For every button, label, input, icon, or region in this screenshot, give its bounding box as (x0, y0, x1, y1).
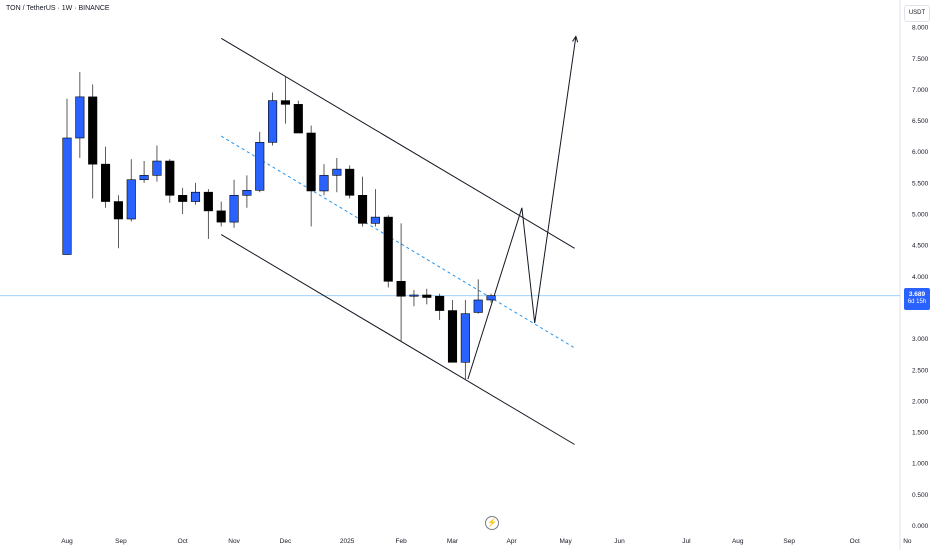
x-tick-label: Nov (228, 538, 240, 545)
x-tick-label: Oct (850, 538, 860, 545)
y-tick-label: 5.000 (912, 212, 929, 219)
candle-body[interactable] (422, 294, 432, 298)
y-tick-label: 7.500 (912, 56, 929, 63)
candle-body[interactable] (268, 100, 278, 143)
candle-body[interactable] (357, 195, 368, 224)
y-tick-label: 3.000 (912, 336, 929, 343)
candle-body[interactable] (345, 168, 355, 196)
x-tick-label: Feb (395, 538, 407, 545)
candle-body[interactable] (370, 216, 380, 224)
candle-body[interactable] (409, 294, 419, 297)
candle-body[interactable] (255, 142, 265, 191)
x-tick-label: Jun (614, 538, 625, 545)
y-tick-label: 7.000 (912, 87, 929, 94)
projection-arrowhead (572, 35, 579, 43)
x-tick-label: Oct (178, 538, 188, 545)
candle-body[interactable] (139, 175, 149, 181)
candle-body[interactable] (319, 175, 329, 192)
candle-body[interactable] (216, 210, 226, 223)
candle-body[interactable] (88, 96, 98, 165)
x-tick-label: Aug (61, 538, 73, 545)
candle-body[interactable] (126, 179, 136, 220)
candle-body[interactable] (242, 190, 252, 196)
y-tick-label: 1.500 (912, 430, 929, 437)
x-tick-label: Sep (115, 538, 127, 545)
last-price-tag: 3.689 6d 15h (904, 288, 930, 310)
y-tick-label: 1.000 (912, 461, 929, 468)
candle-body[interactable] (447, 310, 458, 363)
candle-body[interactable] (473, 299, 483, 313)
x-tick-label: Aug (732, 538, 744, 545)
x-tick-label: No (903, 538, 912, 545)
candle-body[interactable] (280, 100, 291, 105)
candle-body[interactable] (293, 104, 303, 134)
y-tick-label: 8.000 (912, 25, 929, 32)
candle-body[interactable] (396, 280, 406, 297)
x-tick-label: May (559, 538, 572, 545)
last-price-value: 3.689 (908, 291, 926, 298)
y-tick-label: 0.000 (912, 523, 929, 530)
y-tick-label: 2.500 (912, 367, 929, 374)
x-tick-label: Mar (447, 538, 459, 545)
x-tick-label: Sep (783, 538, 795, 545)
candle-body[interactable] (152, 160, 162, 176)
lightning-icon[interactable]: ⚡ (485, 516, 499, 530)
candle-body[interactable] (203, 191, 213, 212)
candle-body[interactable] (306, 132, 316, 192)
candle-body[interactable] (460, 313, 470, 363)
y-tick-label: 2.000 (912, 398, 929, 405)
bar-countdown: 6d 15h (907, 299, 927, 305)
x-tick-label: Apr (507, 538, 518, 545)
candle-body[interactable] (383, 216, 393, 282)
candle-body[interactable] (101, 163, 111, 202)
y-tick-label: 4.000 (912, 274, 929, 281)
candle-body[interactable] (178, 195, 188, 202)
x-tick-label: Dec (280, 538, 292, 545)
channel-lower-line[interactable] (220, 234, 575, 445)
candle-body[interactable] (165, 160, 175, 196)
symbol-title[interactable]: TON / TetherUS · 1W · BINANCE (6, 5, 110, 12)
y-tick-label: 6.500 (912, 118, 929, 125)
x-tick-label: 2025 (340, 538, 355, 545)
y-tick-label: 5.500 (912, 180, 929, 187)
channel-midline[interactable] (220, 135, 575, 349)
projection-path[interactable] (467, 36, 577, 380)
candle-body[interactable] (486, 295, 496, 301)
y-tick-label: 6.000 (912, 149, 929, 156)
y-tick-label: 4.500 (912, 243, 929, 250)
y-tick-label: 0.500 (912, 492, 929, 499)
channel-upper-line[interactable] (220, 37, 575, 249)
candle-body[interactable] (229, 195, 239, 223)
currency-label[interactable]: USDT (904, 5, 930, 22)
candle-body[interactable] (190, 191, 201, 202)
candle-body[interactable] (435, 295, 445, 311)
x-tick-label: Jul (682, 538, 691, 545)
candle-body[interactable] (332, 168, 342, 176)
candle-body[interactable] (62, 137, 72, 255)
candle-body[interactable] (113, 201, 123, 220)
candle-body[interactable] (75, 96, 85, 139)
